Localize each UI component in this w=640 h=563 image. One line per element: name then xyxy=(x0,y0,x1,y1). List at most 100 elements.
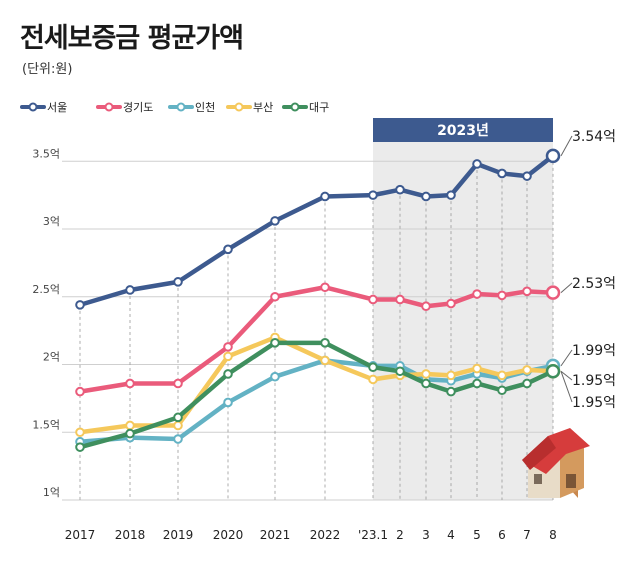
data-point xyxy=(522,378,532,389)
data-point xyxy=(421,378,431,389)
end-label: 3.54억 xyxy=(572,129,616,145)
data-point xyxy=(270,291,280,302)
y-tick-label: 1.5억 xyxy=(32,418,60,431)
x-tick-label: 8 xyxy=(549,528,557,542)
data-point xyxy=(497,385,507,396)
legend-marker xyxy=(176,102,186,112)
data-point xyxy=(368,362,378,373)
x-tick-label: '23.1 xyxy=(358,528,388,542)
data-point xyxy=(545,285,561,300)
end-label: 1.99억 xyxy=(572,343,616,359)
data-point xyxy=(223,244,233,255)
series-lines xyxy=(75,148,561,452)
data-point xyxy=(223,397,233,408)
legend-label: 부산 xyxy=(253,101,273,114)
data-point xyxy=(472,378,482,389)
data-point xyxy=(75,427,85,438)
y-tick-label: 2.5억 xyxy=(32,283,60,296)
data-point xyxy=(522,365,532,375)
x-tick-label: 2018 xyxy=(115,528,146,542)
series-대구 xyxy=(75,338,561,452)
x-tick-label: 5 xyxy=(473,528,481,542)
chart-title: 전세보증금 평균가액 xyxy=(20,23,244,54)
data-point xyxy=(173,412,183,423)
data-point xyxy=(472,289,482,299)
y-tick-label: 3.5억 xyxy=(32,147,60,160)
data-point xyxy=(395,366,405,377)
data-point xyxy=(522,171,532,181)
end-label-leader xyxy=(560,349,573,367)
end-label: 1.95억 xyxy=(572,373,616,389)
data-point xyxy=(368,374,378,385)
year-badge-background xyxy=(373,118,553,142)
x-tick-label: 4 xyxy=(447,528,455,542)
data-point xyxy=(446,298,456,309)
data-point xyxy=(75,442,85,452)
data-point xyxy=(125,420,135,431)
x-axis-ticks: 2017 2018 2019 2020 2021 2022 '23.1 2 3 4 5 6 7 8 xyxy=(65,528,557,542)
legend-marker xyxy=(104,102,114,112)
data-point xyxy=(395,294,405,305)
data-point xyxy=(545,364,561,379)
end-label-leader xyxy=(560,282,573,294)
legend-label: 인천 xyxy=(195,100,215,114)
legend-marker xyxy=(28,102,38,112)
data-point xyxy=(368,190,378,200)
unit-label: (단위:원) xyxy=(22,62,73,77)
y-tick-label: 2억 xyxy=(43,351,60,364)
data-point xyxy=(125,285,135,295)
data-point xyxy=(395,184,405,195)
legend: 서울 경기도 인천 부산 대구 xyxy=(20,100,329,114)
legend-item: 서울 xyxy=(20,101,67,114)
data-point xyxy=(446,370,456,381)
data-point xyxy=(368,294,378,305)
end-labels: 3.54억 2.53억 1.99억 1.95억 1.95억 xyxy=(560,129,616,411)
data-point xyxy=(497,168,507,179)
x-tick-label: 2019 xyxy=(163,528,194,542)
x-tick-label: 7 xyxy=(523,528,531,542)
legend-marker xyxy=(234,102,244,112)
legend-item: 대구 xyxy=(282,101,329,114)
data-point xyxy=(320,282,330,293)
year-badge: 2023년 xyxy=(373,118,553,142)
data-point xyxy=(75,300,85,310)
end-label-leader xyxy=(560,135,573,157)
data-point xyxy=(125,428,135,439)
data-point xyxy=(125,378,135,389)
end-label-leader xyxy=(560,370,573,381)
data-point xyxy=(173,378,183,389)
legend-item: 인천 xyxy=(168,100,215,114)
data-point xyxy=(270,371,280,382)
series-경기도 xyxy=(75,282,561,397)
data-point xyxy=(421,369,431,379)
data-point xyxy=(270,338,280,348)
legend-item: 부산 xyxy=(226,101,273,114)
x-tick-label: 2022 xyxy=(310,528,341,542)
y-tick-label: 3억 xyxy=(43,215,60,228)
data-point xyxy=(223,369,233,379)
data-point xyxy=(421,191,431,202)
end-label: 2.53억 xyxy=(572,276,616,292)
data-point xyxy=(472,159,482,169)
series-부산 xyxy=(75,332,561,438)
data-point xyxy=(497,290,507,301)
data-point xyxy=(421,301,431,312)
data-point xyxy=(522,286,532,297)
house-icon xyxy=(522,428,590,498)
data-point xyxy=(320,338,330,348)
data-point xyxy=(173,420,183,431)
data-point xyxy=(446,386,456,397)
data-point xyxy=(497,370,507,381)
x-tick-label: 2 xyxy=(396,528,404,542)
legend-item: 경기도 xyxy=(96,101,153,114)
data-point xyxy=(545,148,561,164)
x-tick-label: 6 xyxy=(498,528,506,542)
x-tick-label: 2021 xyxy=(260,528,291,542)
y-axis-ticks: 1억 1.5억 2억 2.5억 3억 3.5억 xyxy=(32,147,60,499)
highlight-region xyxy=(373,140,553,500)
y-tick-label: 1억 xyxy=(43,486,60,499)
year-badge-label: 2023년 xyxy=(437,123,489,139)
data-point xyxy=(320,191,330,202)
data-point xyxy=(320,355,330,366)
